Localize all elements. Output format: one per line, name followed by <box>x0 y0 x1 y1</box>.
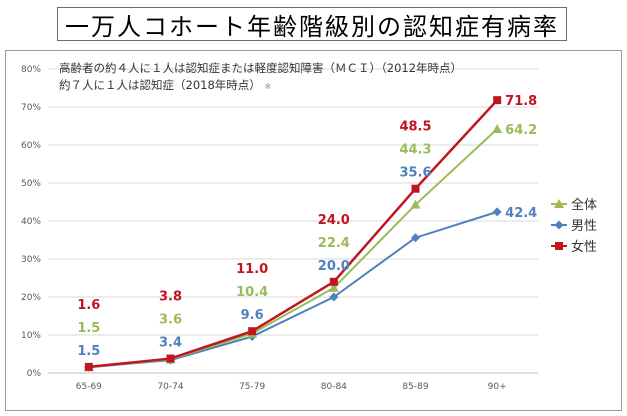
series-line-male <box>88 210 498 369</box>
annotation-line-1: 高齢者の約４人に１人は認知症または軽度認知障害（ＭＣＩ）（2012年時点） <box>59 60 462 76</box>
annotation-line-2-text: 約７人に１人は認知症（2018年時点） <box>59 78 261 92</box>
chart-title: 一万人コホート年齢階級別の認知症有病率 <box>65 12 559 41</box>
legend-label-all: 全体 <box>571 197 597 213</box>
legend-label-female: 女性 <box>571 239 597 255</box>
data-point-female <box>84 362 93 371</box>
data-label-all: 10.4 <box>236 285 268 300</box>
data-label-male: 42.4 <box>505 206 537 221</box>
y-tick-label: 60% <box>21 141 41 151</box>
y-tick-label: 0% <box>27 369 42 379</box>
data-point-female <box>411 184 420 193</box>
x-tick-label: 85-89 <box>402 382 428 392</box>
data-label-all: 1.5 <box>77 321 100 336</box>
x-tick-label: 75-79 <box>239 382 265 392</box>
legend-label-male: 男性 <box>571 219 597 234</box>
series-line-female <box>88 99 499 369</box>
data-point-all <box>554 199 564 208</box>
data-label-female: 3.8 <box>159 290 182 305</box>
data-label-female: 11.0 <box>236 262 268 277</box>
x-tick-label: 70-74 <box>157 382 183 392</box>
x-tick-label: 80-84 <box>321 382 347 392</box>
data-point-all <box>328 282 339 292</box>
data-point-female <box>329 277 338 286</box>
x-tick-label: 90+ <box>488 382 507 392</box>
y-tick-label: 50% <box>21 179 41 189</box>
data-point-male <box>411 233 420 243</box>
data-point-all <box>492 124 503 134</box>
chart-title-box: 一万人コホート年齢階級別の認知症有病率 <box>57 7 567 41</box>
data-point-female <box>166 354 175 363</box>
y-tick-label: 30% <box>21 255 41 265</box>
y-tick-label: 70% <box>21 103 41 113</box>
data-point-male <box>554 220 564 230</box>
data-label-all: 64.2 <box>505 123 537 138</box>
data-label-male: 9.6 <box>241 308 264 323</box>
data-label-male: 20.0 <box>318 259 350 274</box>
data-point-male <box>492 207 502 217</box>
y-tick-label: 20% <box>21 293 41 303</box>
data-label-female: 24.0 <box>318 213 350 228</box>
data-label-female: 1.6 <box>77 298 100 313</box>
data-label-female: 71.8 <box>505 94 537 109</box>
annotation-line-2: 約７人に１人は認知症（2018年時点） ※ <box>59 77 271 93</box>
data-label-female: 48.5 <box>399 120 431 135</box>
data-point-female <box>555 242 563 250</box>
data-label-male: 35.6 <box>399 166 431 181</box>
data-point-female <box>248 327 257 336</box>
y-tick-label: 80% <box>21 65 41 75</box>
data-label-male: 1.5 <box>77 344 100 359</box>
data-label-male: 3.4 <box>159 336 182 351</box>
data-point-female <box>493 96 502 105</box>
y-tick-label: 10% <box>21 331 41 341</box>
data-point-all <box>410 199 421 209</box>
x-tick-label: 65-69 <box>76 382 102 392</box>
data-point-male <box>329 292 339 302</box>
y-tick-label: 40% <box>21 217 41 227</box>
annotation-line-1-text: 高齢者の約４人に１人は認知症または軽度認知障害（ＭＣＩ）（2012年時点） <box>59 61 463 75</box>
annotation-footnote-mark: ※ <box>264 82 272 91</box>
data-label-all: 3.6 <box>159 313 182 328</box>
chart-panel <box>5 50 622 411</box>
data-label-all: 22.4 <box>318 236 350 251</box>
data-label-all: 44.3 <box>399 143 431 158</box>
